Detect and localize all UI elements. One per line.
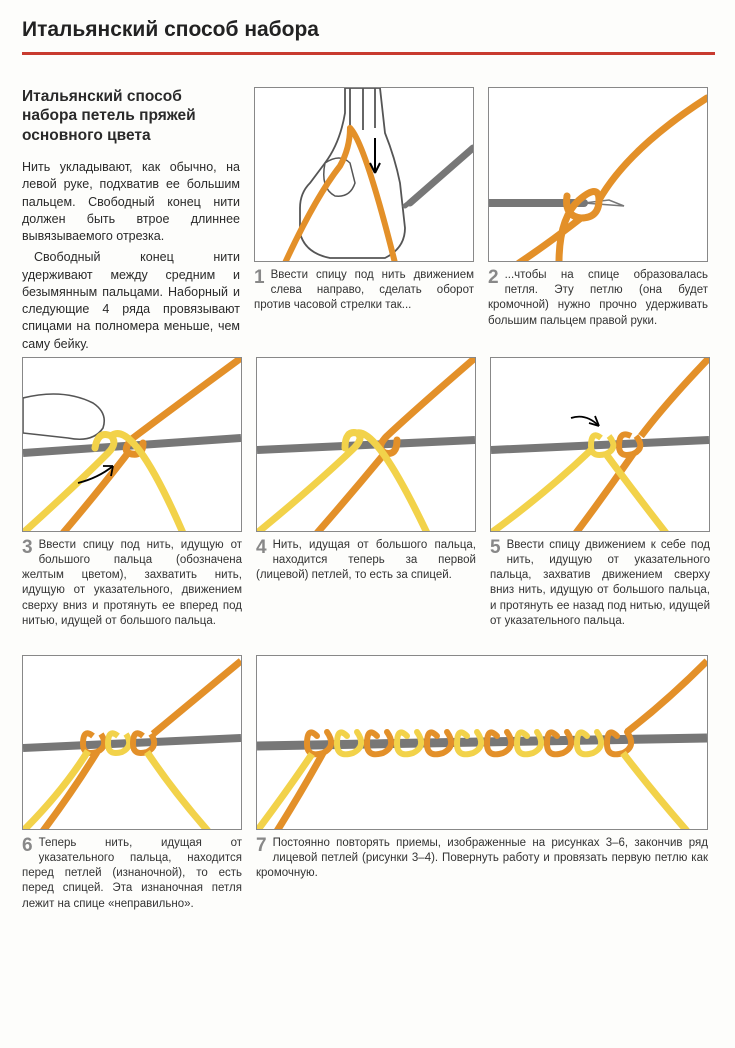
caption-6: 6 Теперь нить, идущая от указательного п… [22,836,242,912]
intro-p2: Свободный конец нити удерживают между ср… [22,249,240,353]
caption-1: 1 Ввести спицу под нить движением слева … [254,268,474,314]
step-num-6: 6 [22,836,33,855]
figure-1 [254,87,474,262]
figure-3 [22,357,242,532]
row-1: 1 Ввести спицу под нить движением слева … [254,87,715,329]
step-text-2: ...чтобы на спице образовалась петля. Эт… [488,269,708,327]
figure-7 [256,655,708,830]
figure-2 [488,87,708,262]
intro-block: Итальянский способ набора петель пряжей … [22,87,240,357]
figure-5 [490,357,710,532]
row-3: 6 Теперь нить, идущая от указательного п… [22,655,715,912]
step-text-4: Нить, идущая от большого пальца, находит… [256,539,476,581]
step-4: 4 Нить, идущая от большого пальца, наход… [256,357,476,629]
step-num-5: 5 [490,538,501,557]
step-text-1: Ввести спицу под нить движением слева на… [254,269,474,311]
caption-5: 5 Ввести спицу движением к себе под нить… [490,538,710,629]
caption-4: 4 Нить, идущая от большого пальца, наход… [256,538,476,584]
step-3: 3 Ввести спицу под нить, идущую от больш… [22,357,242,629]
caption-3: 3 Ввести спицу под нить, идущую от больш… [22,538,242,629]
caption-2: 2 ...чтобы на спице образовалась петля. … [488,268,708,329]
step-5: 5 Ввести спицу движением к себе под нить… [490,357,710,629]
step-num-3: 3 [22,538,33,557]
step-text-6: Теперь нить, идущая от указательного пал… [22,837,242,910]
step-6: 6 Теперь нить, идущая от указательного п… [22,655,242,912]
title-rule [22,52,715,55]
row-2: 3 Ввести спицу под нить, идущую от больш… [22,357,715,629]
step-1: 1 Ввести спицу под нить движением слева … [254,87,474,329]
step-7: 7 Постоянно повторять приемы, изображенн… [256,655,708,912]
step-text-5: Ввести спицу движением к себе под нить, … [490,539,710,627]
intro-heading: Итальянский способ набора петель пряжей … [22,87,240,145]
page-title: Итальянский способ набора [22,18,715,42]
step-num-4: 4 [256,538,267,557]
caption-7: 7 Постоянно повторять приемы, изображенн… [256,836,708,882]
step-num-2: 2 [488,268,499,287]
step-text-7: Постоянно повторять приемы, изображенные… [256,837,708,879]
step-text-3: Ввести спицу под нить, идущую от большог… [22,539,242,627]
figure-6 [22,655,242,830]
step-num-7: 7 [256,836,267,855]
intro-p1: Нить укладывают, как обычно, на левой ру… [22,159,240,245]
figure-4 [256,357,476,532]
step-num-1: 1 [254,268,265,287]
step-2: 2 ...чтобы на спице образовалась петля. … [488,87,708,329]
